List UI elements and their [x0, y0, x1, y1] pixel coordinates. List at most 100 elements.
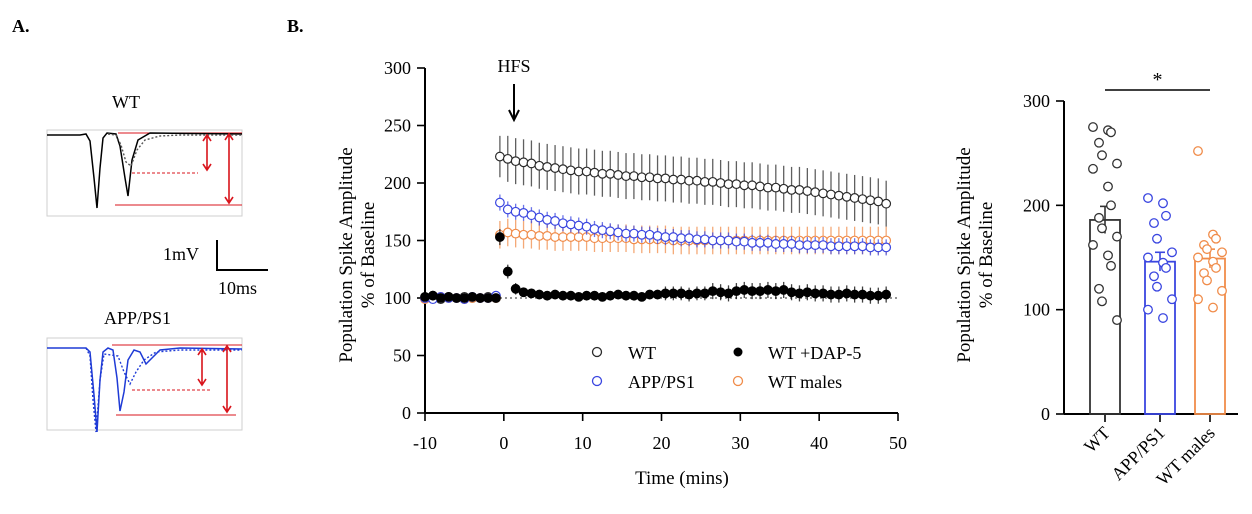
- tc-data-point: [565, 165, 576, 176]
- tc-data-point: [802, 186, 813, 196]
- tc-data-point: [494, 232, 505, 242]
- tc-data-point: [794, 184, 805, 195]
- tc-data-point: [613, 227, 624, 238]
- tc-data-point: [731, 286, 742, 297]
- tc-y-tick-label: 50: [393, 346, 411, 366]
- tc-data-point: [491, 293, 501, 303]
- tc-y-tick-label: 100: [384, 288, 411, 308]
- bc-y-tick-label: 100: [1023, 300, 1050, 320]
- tc-x-tick-label: 0: [499, 433, 508, 453]
- tc-data-point: [502, 204, 513, 215]
- tc-data-point: [699, 288, 710, 299]
- trace-wt-frame: [46, 129, 243, 217]
- bc-data-point: [1097, 223, 1107, 234]
- tc-data-point: [510, 206, 521, 217]
- bc-data-point: [1202, 275, 1212, 286]
- bc-data-point: [1106, 200, 1116, 211]
- tc-data-point: [518, 287, 529, 298]
- bc-category-label: WT: [1080, 423, 1114, 457]
- bc-data-point: [1217, 285, 1227, 296]
- trace-app-frame: [46, 337, 243, 431]
- tc-data-point: [707, 286, 718, 297]
- tc-data-point: [881, 242, 892, 253]
- tc-data-point: [739, 285, 750, 295]
- bc-data-point: [1149, 218, 1159, 229]
- tc-data-point: [818, 188, 829, 199]
- tc-data-point: [857, 241, 868, 252]
- tc-y-tick-label: 250: [384, 116, 411, 136]
- bc-data-point: [1097, 296, 1107, 307]
- bc-data-point: [1112, 315, 1122, 326]
- tc-data-point: [881, 289, 892, 300]
- trace-app-arrow-long: [222, 344, 232, 414]
- tc-series-wt: [420, 135, 892, 305]
- tc-data-point: [597, 225, 608, 236]
- tc-data-point: [589, 167, 600, 178]
- tc-data-point: [558, 164, 568, 175]
- tc-data-point: [589, 290, 600, 301]
- bc-data-point: [1094, 212, 1104, 223]
- legend-label-wt: WT: [628, 343, 656, 363]
- bc-data-point: [1208, 302, 1218, 313]
- bc-data-point: [1161, 262, 1171, 273]
- tc-data-point: [818, 288, 829, 299]
- bc-data-point: [1088, 122, 1098, 133]
- tc-series-wt-dap-5: [420, 229, 892, 304]
- tc-data-point: [747, 180, 758, 191]
- tc-data-point: [755, 286, 765, 297]
- trace-wt-dotted-trace: [107, 133, 242, 168]
- tc-data-point: [526, 288, 537, 299]
- bc-data-point: [1106, 127, 1116, 138]
- legend-label-app: APP/PS1: [628, 372, 695, 392]
- tc-data-point: [581, 221, 592, 232]
- bc-data-point: [1103, 181, 1113, 192]
- tc-data-point: [636, 291, 647, 302]
- panel-a-label: A.: [12, 16, 30, 36]
- tc-ylabel-line2: % of Baseline: [358, 202, 379, 309]
- bc-significance: *: [1105, 69, 1210, 91]
- tc-data-point: [510, 283, 521, 294]
- tc-data-point: [865, 195, 876, 206]
- tc-data-point: [518, 157, 529, 168]
- legend-marker-app: [591, 375, 603, 387]
- scale-bar-y-label: 1mV: [163, 244, 199, 264]
- bc-y-tick-label: 200: [1023, 195, 1050, 215]
- tc-data-point: [770, 182, 781, 193]
- bc-bars: [1088, 122, 1227, 415]
- tc-data-point: [542, 230, 553, 241]
- legend-label-wt-males: WT males: [768, 372, 842, 392]
- tc-data-point: [715, 287, 726, 298]
- tc-data-point: [778, 183, 789, 194]
- tc-data-point: [849, 193, 860, 203]
- time-course-chart: Population Spike Amplitude % of Baseline…: [336, 56, 907, 489]
- bc-data-point: [1143, 193, 1153, 203]
- tc-data-point: [597, 291, 608, 302]
- bc-data-point: [1143, 252, 1153, 263]
- tc-data-point: [676, 174, 687, 185]
- tc-x-tick-label: -10: [413, 433, 437, 453]
- bc-data-point: [1143, 304, 1153, 315]
- tc-data-point: [857, 289, 868, 300]
- scale-bar: 1mV 10ms: [163, 240, 268, 298]
- bc-data-point: [1158, 198, 1168, 209]
- tc-data-point: [778, 285, 789, 295]
- tc-data-point: [786, 239, 797, 249]
- bc-data-point: [1103, 250, 1113, 261]
- tc-data-point: [857, 194, 868, 205]
- tc-data-point: [550, 163, 560, 173]
- scale-bar-x-label: 10ms: [218, 278, 257, 298]
- tc-data-point: [494, 197, 505, 208]
- bc-data-point: [1211, 262, 1221, 273]
- tc-data-point: [534, 289, 545, 300]
- scale-bar-lines: [216, 240, 268, 271]
- tc-data-point: [794, 288, 805, 299]
- trace-app-dotted-trace: [85, 347, 242, 433]
- tc-data-point: [652, 230, 663, 241]
- tc-data-point: [420, 291, 430, 302]
- tc-x-tick-label: 30: [731, 433, 749, 453]
- bc-data-point: [1088, 163, 1098, 174]
- trace-app-arrow-short: [197, 347, 207, 387]
- tc-data-point: [770, 286, 781, 297]
